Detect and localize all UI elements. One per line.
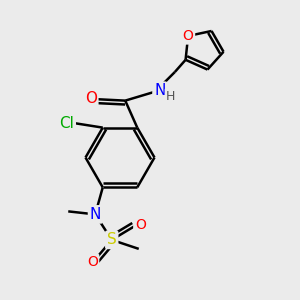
Text: O: O <box>87 255 98 269</box>
Text: O: O <box>85 91 97 106</box>
Text: S: S <box>107 232 117 247</box>
Text: N: N <box>154 83 165 98</box>
Text: H: H <box>166 90 176 103</box>
Text: N: N <box>90 207 101 222</box>
Text: O: O <box>183 29 194 43</box>
Text: O: O <box>135 218 146 232</box>
Text: Cl: Cl <box>59 116 74 130</box>
